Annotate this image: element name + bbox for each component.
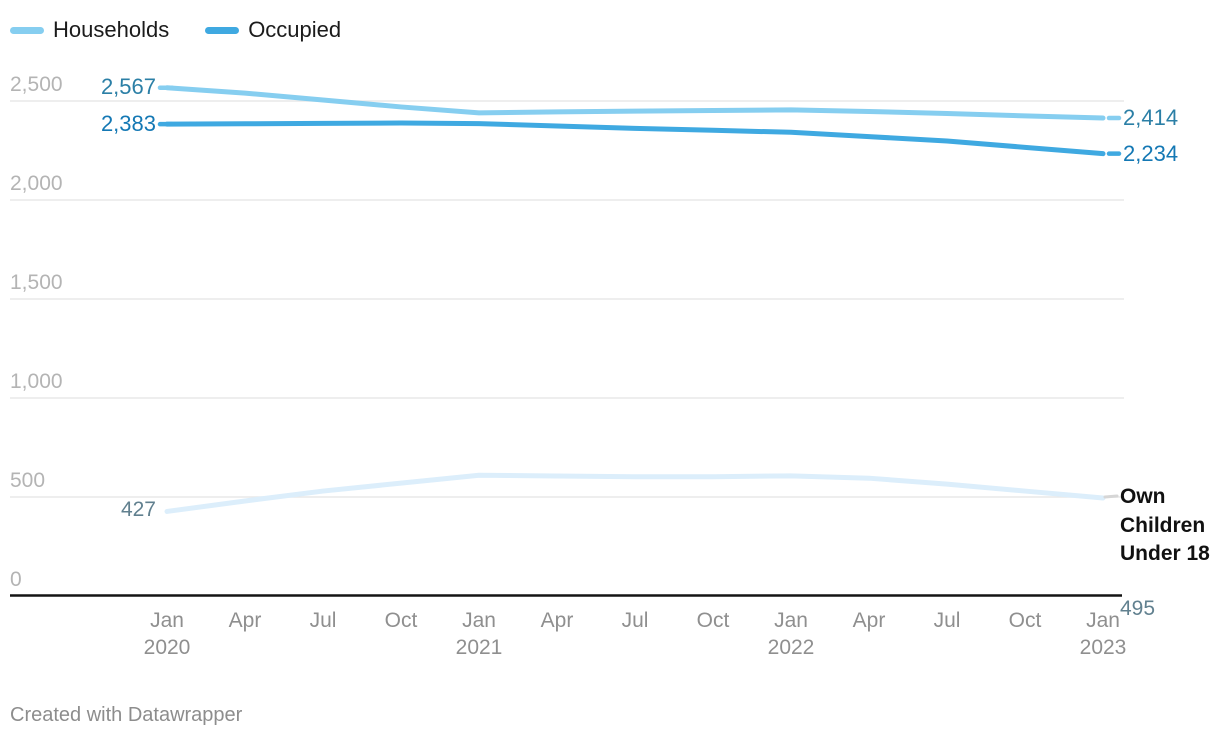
x-axis-tick-apr-1: Apr: [228, 609, 262, 632]
series-line-own-children-under-18: [164, 472, 1106, 514]
legend-label-households: Households: [53, 17, 170, 42]
x-axis-tick-jan-2022-8: Jan 2022: [767, 609, 815, 659]
legend-label-occupied: Occupied: [248, 17, 342, 42]
end-label-connector-own-children: [1103, 494, 1119, 499]
y-axis-tick-0: 0: [10, 568, 22, 591]
x-axis-tick-jan-2020-0: Jan 2020: [143, 609, 191, 659]
y-axis-tick-1-000: 1,000: [10, 370, 63, 393]
own-children-start-value: 427: [120, 498, 156, 521]
x-axis-tick-jul-10: Jul: [933, 609, 961, 632]
series-line-occupied: [164, 120, 1106, 157]
occupied-line-swatch-icon: [205, 26, 240, 34]
y-axis-tick-2-000: 2,000: [10, 172, 63, 195]
households-start-value: 2,567: [100, 74, 156, 99]
legend: Households Occupied: [10, 17, 341, 43]
households-end-value: 2,414: [1123, 105, 1179, 130]
x-axis-tick-jan-2021-4: Jan 2021: [455, 609, 503, 659]
occupied-end-value: 2,234: [1123, 141, 1179, 166]
legend-item-households: Households: [10, 17, 169, 43]
x-axis-tick-jul-6: Jul: [621, 609, 649, 632]
y-axis-tick-2-500: 2,500: [10, 73, 63, 96]
x-axis-tick-oct-7: Oct: [696, 609, 730, 632]
y-axis-tick-500: 500: [10, 469, 46, 492]
y-axis-tick-1-500: 1,500: [10, 271, 63, 294]
x-axis-tick-oct-11: Oct: [1008, 609, 1042, 632]
occupied-start-value: 2,383: [100, 111, 156, 136]
own-children-series-label: Own Children Under 18: [1120, 485, 1210, 565]
x-axis-tick-oct-3: Oct: [384, 609, 418, 632]
households-line-swatch-icon: [10, 26, 44, 34]
x-axis-tick-jan-2023-12: Jan 2023: [1079, 609, 1127, 659]
legend-item-occupied: Occupied: [205, 17, 341, 43]
datawrapper-attribution-link[interactable]: Created with Datawrapper: [10, 704, 243, 726]
series-line-households: [164, 85, 1106, 121]
x-axis-tick-apr-5: Apr: [540, 609, 574, 632]
x-axis-tick-apr-9: Apr: [852, 609, 886, 632]
own-children-end-value: 495: [1120, 597, 1156, 620]
x-axis-tick-jul-2: Jul: [309, 609, 337, 632]
